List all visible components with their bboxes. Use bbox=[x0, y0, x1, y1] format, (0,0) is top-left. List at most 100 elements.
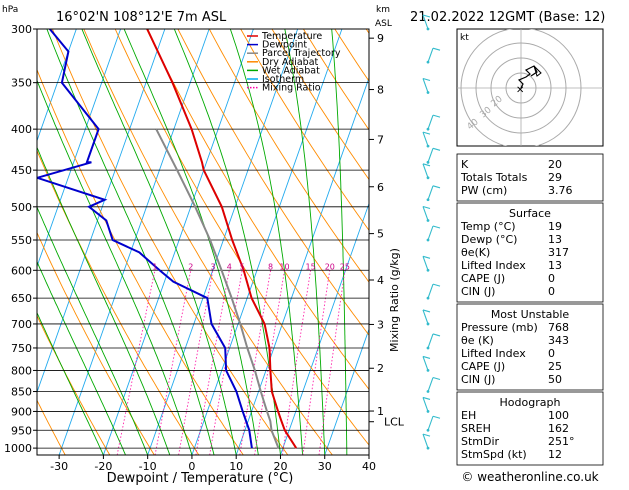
wind-barb-station bbox=[427, 128, 430, 131]
altitude-tick-label: 6 bbox=[377, 181, 384, 194]
mixing-ratio-axis-label: Mixing Ratio (g/kg) bbox=[388, 248, 401, 352]
index-section-title: Surface bbox=[509, 207, 551, 220]
altitude-tick-label: 5 bbox=[377, 228, 384, 241]
pressure-tick-label: 800 bbox=[11, 364, 32, 377]
pressure-tick-label: 850 bbox=[11, 386, 32, 399]
mixing-ratio-value: 10 bbox=[279, 262, 289, 271]
wind-barb bbox=[428, 186, 433, 200]
wind-barb-station bbox=[427, 61, 430, 64]
pressure-tick-label: 450 bbox=[11, 164, 32, 177]
wind-barb-flag bbox=[433, 148, 440, 150]
mixing-ratio-value: 2 bbox=[188, 262, 193, 271]
altitude-tick-label: 4 bbox=[377, 274, 384, 287]
wind-barb bbox=[428, 48, 433, 62]
index-value: 3.76 bbox=[548, 184, 573, 197]
wind-barb bbox=[428, 378, 433, 392]
mixing-ratio-value: 25 bbox=[340, 262, 350, 271]
hodograph-unit: kt bbox=[460, 33, 469, 43]
mixing-ratio-value: 4 bbox=[227, 262, 232, 271]
wind-barb-station bbox=[427, 145, 430, 148]
index-label: Totals Totals bbox=[460, 171, 528, 184]
altitude-tick-label: 2 bbox=[377, 362, 384, 375]
wind-barb-station bbox=[427, 447, 430, 450]
asl-unit-label: ASL bbox=[375, 19, 392, 29]
wind-barb bbox=[423, 434, 428, 448]
index-label: θe(K) bbox=[461, 246, 490, 259]
altitude-tick-label: 1 bbox=[377, 405, 384, 418]
hpa-unit-label: hPa bbox=[2, 5, 18, 15]
profile-series bbox=[37, 29, 296, 448]
legend-entry: Mixing Ratio bbox=[262, 83, 321, 94]
index-label: Lifted Index bbox=[461, 259, 526, 272]
wind-barb-flag bbox=[433, 334, 440, 336]
wind-barb-station bbox=[427, 176, 430, 179]
wind-barb-station bbox=[427, 91, 430, 94]
wind-barb-station bbox=[427, 390, 430, 393]
index-value: 0 bbox=[548, 285, 555, 298]
wind-barb-flag bbox=[433, 48, 440, 50]
temperature-tick-label: 30 bbox=[318, 460, 332, 473]
mixing-ratio-value: 1 bbox=[152, 262, 157, 271]
index-value: 12 bbox=[548, 448, 562, 461]
wind-barb-station bbox=[427, 410, 430, 413]
temperature-tick-label: -30 bbox=[50, 460, 68, 473]
altitude-tick-label: 8 bbox=[377, 84, 384, 97]
wind-barb-station bbox=[427, 161, 430, 164]
wind-barb bbox=[423, 206, 428, 220]
index-label: StmSpd (kt) bbox=[461, 448, 527, 461]
index-label: CAPE (J) bbox=[461, 360, 505, 373]
pressure-tick-label: 950 bbox=[11, 424, 32, 437]
pressure-tick-label: 400 bbox=[11, 123, 32, 136]
pressure-tick-label: 900 bbox=[11, 405, 32, 418]
index-value: 13 bbox=[548, 233, 562, 246]
index-value: 343 bbox=[548, 334, 569, 347]
index-section-title: Most Unstable bbox=[491, 308, 570, 321]
wind-barb-station bbox=[427, 347, 430, 350]
pressure-tick-label: 600 bbox=[11, 264, 32, 277]
index-label: Dewp (°C) bbox=[461, 233, 517, 246]
lcl-label: LCL bbox=[384, 416, 405, 429]
hodograph-panel: 40 30 20 ✕ kt bbox=[457, 28, 603, 148]
wind-barb bbox=[428, 416, 433, 430]
pressure-tick-label: 1000 bbox=[4, 442, 32, 455]
isotherm bbox=[325, 29, 475, 455]
pressure-tick-label: 700 bbox=[11, 318, 32, 331]
wind-barb bbox=[428, 334, 433, 348]
pressure-tick-label: 300 bbox=[11, 23, 32, 36]
index-label: Pressure (mb) bbox=[461, 321, 538, 334]
index-value: 0 bbox=[548, 347, 555, 360]
wind-barb bbox=[428, 226, 433, 240]
index-label: Temp (°C) bbox=[460, 220, 516, 233]
index-value: 25 bbox=[548, 360, 562, 373]
wet-adiabat bbox=[17, 29, 192, 455]
wind-barb-flag bbox=[433, 186, 440, 188]
wind-barb-flag bbox=[433, 284, 440, 286]
wind-barbs bbox=[423, 15, 440, 450]
wind-barb-flag bbox=[433, 416, 440, 418]
pressure-tick-label: 750 bbox=[11, 342, 32, 355]
wind-barb bbox=[423, 310, 428, 324]
index-value: 317 bbox=[548, 246, 569, 259]
index-label: EH bbox=[461, 409, 476, 422]
wind-barb bbox=[423, 397, 428, 411]
copyright-footer: © weatheronline.co.uk bbox=[461, 470, 598, 484]
pressure-tick-label: 650 bbox=[11, 292, 32, 305]
isotherm bbox=[59, 29, 209, 455]
mixing-ratio-value: 3 bbox=[210, 262, 215, 271]
pressure-tick-label: 500 bbox=[11, 201, 32, 214]
wind-barb-flag bbox=[433, 115, 440, 117]
mixing-ratio-value: 5 bbox=[240, 262, 245, 271]
wind-barb bbox=[423, 132, 428, 146]
mixing-ratio-value: 20 bbox=[325, 262, 335, 271]
wind-barb-station bbox=[427, 269, 430, 272]
altitude-tick-label: 3 bbox=[377, 318, 384, 331]
index-label: CIN (J) bbox=[461, 373, 495, 386]
index-label: CAPE (J) bbox=[461, 272, 505, 285]
datetime-title: 21.02.2022 12GMT (Base: 12) bbox=[410, 10, 605, 25]
wind-barb-station bbox=[427, 198, 430, 201]
index-label: θe (K) bbox=[461, 334, 494, 347]
index-label: StmDir bbox=[461, 435, 500, 448]
